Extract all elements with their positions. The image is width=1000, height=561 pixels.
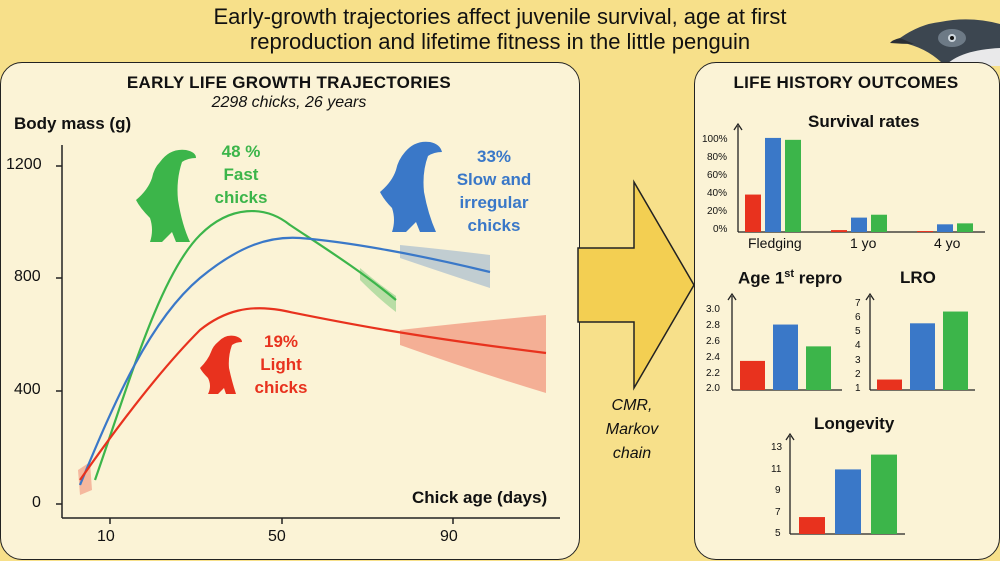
y-tick-400: 400: [14, 381, 41, 398]
age-repro-title-end: repro: [794, 268, 843, 288]
y-tick-800: 800: [14, 268, 41, 285]
surv-cat-1yo: 1 yo: [850, 235, 877, 251]
lro-tick-2: 2: [855, 369, 861, 380]
light-chicks-line2: chicks: [254, 378, 308, 397]
method-line3: chain: [612, 445, 652, 462]
age-tick-2.0: 2.0: [706, 383, 720, 394]
y-tick-0: 0: [32, 494, 41, 511]
long-tick-13: 13: [771, 442, 783, 453]
longevity-title: Longevity: [814, 414, 895, 433]
growth-trajectories-panel: [0, 62, 580, 560]
fast-chicks-label: 48 % Fast chicks: [196, 140, 286, 209]
long-tick-7: 7: [775, 507, 781, 518]
surv-tick-20: 20%: [707, 206, 728, 217]
fast-chicks-line1: Fast: [223, 165, 259, 184]
age-repro-title: Age 1st repro: [738, 268, 842, 289]
lro-tick-4: 4: [855, 340, 861, 351]
survival-title: Survival rates: [808, 112, 920, 131]
method-line1: CMR,: [611, 397, 653, 414]
x-tick-10: 10: [97, 528, 115, 545]
y-tick-1200: 1200: [6, 156, 42, 173]
light-chicks-pct: 19%: [263, 332, 299, 351]
surv-tick-40: 40%: [707, 188, 728, 199]
x-tick-90: 90: [440, 528, 458, 545]
lro-tick-1: 1: [855, 383, 861, 394]
surv-tick-0: 0%: [713, 224, 728, 235]
age-tick-2.4: 2.4: [706, 352, 720, 363]
surv-cat-fledging: Fledging: [748, 235, 802, 251]
penguin-head-illustration: [890, 19, 1000, 66]
age-tick-3.0: 3.0: [706, 304, 720, 315]
fast-chicks-pct: 48 %: [221, 142, 261, 161]
big-right-arrow: [577, 179, 695, 391]
lro-title: LRO: [900, 268, 936, 287]
x-tick-50: 50: [268, 528, 286, 545]
surv-cat-4yo: 4 yo: [934, 235, 961, 251]
x-axis-label: Chick age (days): [412, 488, 548, 507]
surv-tick-60: 60%: [707, 170, 728, 181]
slow-chicks-label: 33% Slow and irregular chicks: [446, 145, 542, 237]
age-tick-2.8: 2.8: [706, 320, 720, 331]
lro-tick-7: 7: [855, 298, 861, 309]
slow-chicks-line3: chicks: [467, 216, 521, 235]
y-axis-label: Body mass (g): [14, 114, 132, 133]
slow-chicks-line1: Slow and: [456, 170, 532, 189]
light-chicks-line1: Light: [260, 355, 302, 374]
long-tick-9: 9: [775, 485, 781, 496]
life-history-title: LIFE HISTORY OUTCOMES: [733, 73, 959, 92]
header-title-line2: reproduction and lifetime fitness in the…: [249, 29, 751, 54]
header-title-line1: Early-growth trajectories affect juvenil…: [213, 4, 787, 29]
long-tick-5: 5: [775, 528, 781, 539]
age-repro-title-sup: st: [784, 268, 795, 280]
life-history-panel: [694, 62, 1000, 560]
age-tick-2.6: 2.6: [706, 336, 720, 347]
lro-tick-5: 5: [855, 326, 861, 337]
growth-panel-subtitle: 2298 chicks, 26 years: [211, 94, 367, 111]
method-label: CMR, Markov chain: [582, 394, 682, 466]
header-banner: Early-growth trajectories affect juvenil…: [0, 0, 1000, 58]
growth-panel-title: EARLY LIFE GROWTH TRAJECTORIES: [126, 73, 452, 92]
surv-tick-100: 100%: [702, 134, 728, 145]
light-chicks-label: 19% Light chicks: [236, 330, 326, 399]
slow-chicks-pct: 33%: [476, 147, 512, 166]
long-tick-11: 11: [771, 464, 782, 475]
method-line2: Markov: [605, 421, 659, 438]
surv-tick-80: 80%: [707, 152, 728, 163]
lro-tick-6: 6: [855, 312, 861, 323]
age-repro-title-start: Age 1: [738, 268, 785, 288]
fast-chicks-line2: chicks: [214, 188, 268, 207]
age-tick-2.2: 2.2: [706, 368, 720, 379]
lro-tick-3: 3: [855, 355, 861, 366]
slow-chicks-line2: irregular: [459, 193, 529, 212]
